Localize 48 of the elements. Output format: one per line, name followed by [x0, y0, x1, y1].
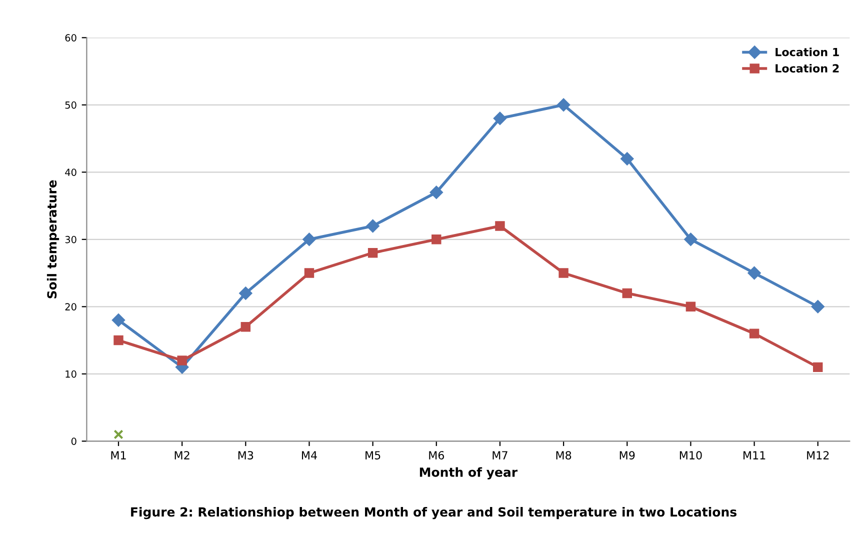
y-tick-label: 10: [66, 370, 76, 378]
point: [177, 356, 187, 366]
point: [811, 300, 824, 314]
point: [432, 234, 442, 244]
point: [114, 335, 124, 346]
x-tick-label: M5: [366, 451, 380, 460]
legend-label: Location 2: [776, 64, 839, 73]
y-tick-label: 50: [65, 101, 76, 109]
x-tick-label: M9: [620, 451, 635, 460]
x-tick-label: M4: [302, 451, 317, 460]
y-tick-label: 0: [71, 438, 76, 445]
y-tick-label: 20: [65, 303, 76, 310]
x-tick-label: M12: [807, 451, 829, 460]
point: [556, 98, 570, 112]
x-tick-label: M2: [174, 451, 190, 460]
point: [684, 232, 698, 246]
x-tick-label: M3: [238, 451, 254, 460]
point: [368, 248, 378, 258]
point: [620, 152, 634, 166]
y-tick-label: 40: [65, 168, 76, 176]
x-tick-label: M11: [744, 451, 766, 460]
point: [813, 362, 823, 372]
x-tick-label: M6: [429, 451, 444, 460]
point: [239, 286, 252, 300]
point: [495, 221, 505, 231]
point: [114, 430, 124, 440]
x-tick-label: M7: [492, 451, 508, 460]
point: [240, 322, 251, 332]
point: [366, 219, 380, 233]
point: [430, 186, 443, 199]
point: [302, 232, 316, 246]
y-axis-title: Soil temperature: [46, 180, 60, 298]
x-tick-label: M10: [680, 451, 702, 460]
legend-label: Location 1: [776, 48, 839, 56]
point: [493, 112, 507, 125]
point: [112, 314, 126, 327]
caption: Figure 2: Relationshiop between Month of year and Soil temperature in two Locations: [131, 506, 736, 520]
point: [686, 302, 696, 312]
y-tick-label: 60: [65, 34, 76, 42]
x-tick-label: M1: [111, 451, 126, 460]
point: [304, 268, 314, 278]
point: [622, 288, 632, 298]
x-axis-title: Month of year: [420, 467, 518, 480]
point: [558, 268, 568, 278]
point: [749, 328, 760, 338]
point: [748, 266, 761, 280]
y-tick-label: 30: [65, 236, 76, 244]
x-tick-label: M8: [556, 451, 572, 460]
